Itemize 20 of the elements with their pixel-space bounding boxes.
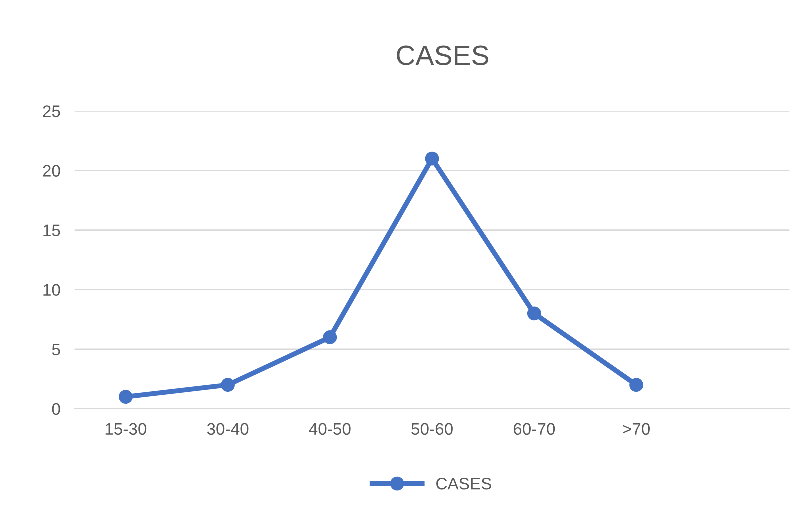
x-tick-label: 40-50 (309, 423, 351, 436)
x-tick-label: 30-40 (207, 423, 249, 436)
y-tick-label: 10 (44, 284, 60, 296)
y-tick-label: 5 (52, 344, 60, 356)
point (323, 330, 338, 344)
x-tick-label: >70 (623, 423, 650, 436)
y-tick-label: 20 (43, 165, 60, 177)
chart-title: CASES (397, 46, 489, 66)
x-tick-label: 15-30 (106, 423, 147, 436)
point (630, 378, 644, 392)
x-tick-label: 50-60 (412, 423, 453, 436)
y-tick-label: 0 (52, 403, 60, 416)
y-tick-label: 25 (43, 106, 60, 118)
point (118, 390, 133, 404)
point (425, 152, 440, 166)
point (221, 378, 235, 392)
point (527, 306, 542, 321)
x-tick-label: 60-70 (514, 423, 556, 436)
legend-label: CASES (436, 478, 492, 490)
y-tick-label: 15 (44, 224, 60, 236)
